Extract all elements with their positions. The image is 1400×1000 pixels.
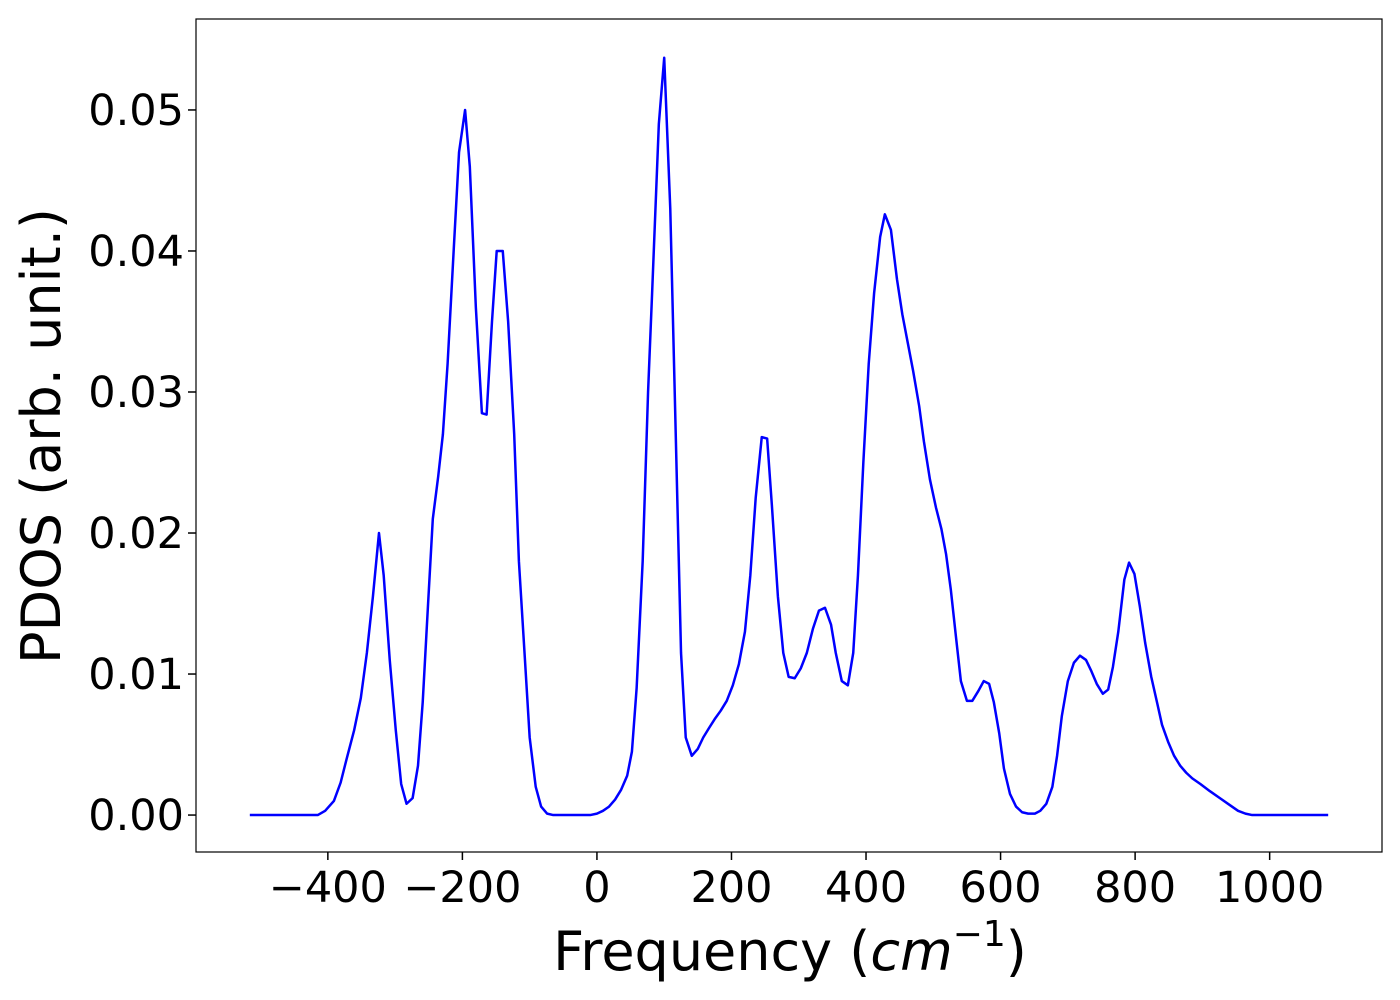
y-tick-label: 0.00: [88, 791, 184, 841]
x-tick-label: −400: [269, 863, 387, 913]
plot-frame: [195, 18, 1383, 853]
x-tick-label: −200: [403, 863, 521, 913]
x-label-sup: −1: [953, 914, 1006, 955]
x-tick-label: 400: [825, 863, 907, 913]
x-tick-label: 1000: [1215, 863, 1324, 913]
x-label-text: Frequency (: [553, 920, 870, 983]
x-tick-label: 200: [690, 863, 772, 913]
x-tick-label: 600: [960, 863, 1042, 913]
y-tick-label: 0.01: [88, 650, 184, 700]
x-tick-label: 0: [583, 863, 610, 913]
y-tick-label: 0.05: [88, 86, 184, 136]
x-label-math: cm: [870, 920, 952, 983]
y-tick-label: 0.02: [88, 509, 184, 559]
y-tick-label: 0.04: [88, 227, 184, 277]
x-tick-label: 800: [1094, 863, 1176, 913]
y-tick-label: 0.03: [88, 368, 184, 418]
y-axis-label: PDOS (arb. unit.): [10, 208, 73, 664]
pdos-line: [249, 56, 1329, 817]
x-label-close: ): [1006, 920, 1027, 983]
x-axis-label: Frequency (cm−1): [553, 914, 1027, 983]
